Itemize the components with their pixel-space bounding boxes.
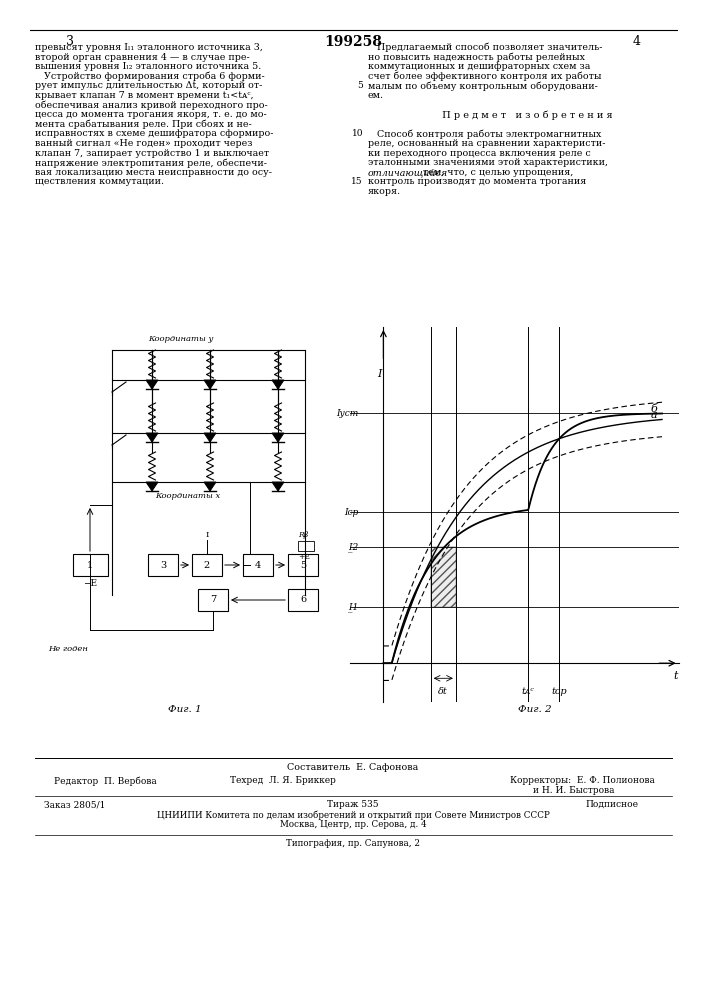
Text: а: а <box>651 410 658 420</box>
Text: отличающийся: отличающийся <box>368 168 448 177</box>
Text: ществления коммутации.: ществления коммутации. <box>35 177 164 186</box>
Bar <box>288 589 318 611</box>
Text: Предлагаемый способ позволяет значитель-: Предлагаемый способ позволяет значитель- <box>368 43 602 52</box>
Text: 15: 15 <box>351 177 363 186</box>
Polygon shape <box>204 380 216 389</box>
Text: 4: 4 <box>255 560 261 570</box>
Text: tср: tср <box>551 687 567 696</box>
Text: 5: 5 <box>357 81 363 90</box>
Text: ки переходного процесса включения реле с: ки переходного процесса включения реле с <box>368 149 591 158</box>
Text: Фиг. 2: Фиг. 2 <box>518 705 551 714</box>
Text: рует импульс длительностью Δt, который от-: рует импульс длительностью Δt, который о… <box>35 81 262 90</box>
Text: Москва, Центр, пр. Серова, д. 4: Москва, Центр, пр. Серова, д. 4 <box>280 820 426 829</box>
Text: Rβ: Rβ <box>298 531 308 539</box>
Text: 10: 10 <box>351 129 363 138</box>
Text: Техред  Л. Я. Бриккер: Техред Л. Я. Бриккер <box>230 776 336 785</box>
Text: контроль производят до момента трогания: контроль производят до момента трогания <box>368 177 586 186</box>
Text: обеспечивая анализ кривой переходного про-: обеспечивая анализ кривой переходного пр… <box>35 101 268 110</box>
Text: Заказ 2805/1: Заказ 2805/1 <box>45 800 105 809</box>
Text: ЦНИИПИ Комитета по делам изобретений и открытий при Совете Министров СССР: ЦНИИПИ Комитета по делам изобретений и о… <box>157 810 549 820</box>
Text: якоря.: якоря. <box>368 187 401 196</box>
Text: 3: 3 <box>66 35 74 48</box>
Text: Составитель  Е. Сафонова: Составитель Е. Сафонова <box>287 763 419 772</box>
Bar <box>148 554 178 576</box>
Text: счет более эффективного контроля их работы: счет более эффективного контроля их рабо… <box>368 72 602 81</box>
Text: Подписное: Подписное <box>585 800 638 809</box>
Text: I̲2: I̲2 <box>349 542 358 552</box>
Polygon shape <box>204 482 216 491</box>
Bar <box>288 554 318 576</box>
Text: Типография, пр. Сапунова, 2: Типография, пр. Сапунова, 2 <box>286 839 420 848</box>
Polygon shape <box>204 433 216 442</box>
Text: 1: 1 <box>87 560 93 570</box>
Text: Фиг. 1: Фиг. 1 <box>168 705 201 714</box>
Text: П р е д м е т   и з о б р е т е н и я: П р е д м е т и з о б р е т е н и я <box>414 110 612 120</box>
Text: Координаты х: Координаты х <box>155 492 221 500</box>
Text: мента срабатывания реле. При сбоях и не-: мента срабатывания реле. При сбоях и не- <box>35 120 252 129</box>
Text: превысят уровня Iₗ₁ эталонного источника 3,: превысят уровня Iₗ₁ эталонного источника… <box>35 43 263 52</box>
Text: реле, основанный на сравнении характеристи-: реле, основанный на сравнении характерис… <box>368 139 605 148</box>
Text: I̲1: I̲1 <box>349 602 358 612</box>
Polygon shape <box>272 482 284 491</box>
Text: вышения уровня Iₗ₂ эталонного источника 5.: вышения уровня Iₗ₂ эталонного источника … <box>35 62 262 71</box>
Text: цесса до момента трогания якоря, т. е. до мо-: цесса до момента трогания якоря, т. е. д… <box>35 110 267 119</box>
Polygon shape <box>146 482 158 491</box>
Text: ванный сигнал «Не годен» проходит через: ванный сигнал «Не годен» проходит через <box>35 139 252 148</box>
Text: ем.: ем. <box>368 91 384 100</box>
Text: Способ контроля работы электромагнитных: Способ контроля работы электромагнитных <box>368 129 602 139</box>
Text: клапан 7, запирает устройство 1 и выключает: клапан 7, запирает устройство 1 и выключ… <box>35 149 269 158</box>
Text: коммутационных и дешифраторных схем за: коммутационных и дешифраторных схем за <box>368 62 590 71</box>
Text: δt: δt <box>438 687 448 696</box>
Polygon shape <box>272 380 284 389</box>
Text: 4: 4 <box>633 35 641 48</box>
Bar <box>192 554 222 576</box>
Text: б: б <box>651 404 658 414</box>
Bar <box>298 541 314 551</box>
Text: −E: −E <box>83 579 97 588</box>
Text: 3: 3 <box>160 560 166 570</box>
Bar <box>73 554 107 576</box>
Text: тем, что, с целью упрощения,: тем, что, с целью упрощения, <box>420 168 573 177</box>
Text: t: t <box>673 671 677 681</box>
Bar <box>198 589 228 611</box>
Text: 5: 5 <box>300 560 306 570</box>
Text: малым по объему контрольным оборудовани-: малым по объему контрольным оборудовани- <box>368 81 598 91</box>
Text: Iуст: Iуст <box>336 409 358 418</box>
Text: 6: 6 <box>300 595 306 604</box>
Text: Редактор  П. Вербова: Редактор П. Вербова <box>54 776 156 786</box>
Text: Устройство формирования строба 6 форми-: Устройство формирования строба 6 форми- <box>35 72 264 81</box>
Bar <box>243 554 273 576</box>
Text: 199258: 199258 <box>324 35 382 49</box>
Text: второй орган сравнения 4 — в случае пре-: второй орган сравнения 4 — в случае пре- <box>35 53 250 62</box>
Text: эталонными значениями этой характеристики,: эталонными значениями этой характеристик… <box>368 158 608 167</box>
Text: Iср: Iср <box>344 508 358 517</box>
Text: 7: 7 <box>210 595 216 604</box>
Text: исправностях в схеме дешифратора сформиро-: исправностях в схеме дешифратора сформир… <box>35 129 274 138</box>
Text: +E: +E <box>298 553 310 561</box>
Text: крывает клапан 7 в момент времени t₁<tᴀᶜ,: крывает клапан 7 в момент времени t₁<tᴀᶜ… <box>35 91 254 100</box>
Text: вая локализацию места неисправности до осу-: вая локализацию места неисправности до о… <box>35 168 272 177</box>
Text: Тираж 535: Тираж 535 <box>327 800 379 809</box>
Text: и Н. И. Быстрова: и Н. И. Быстрова <box>533 786 614 795</box>
Text: I: I <box>205 531 209 539</box>
Text: Координаты у: Координаты у <box>148 335 214 343</box>
Polygon shape <box>146 433 158 442</box>
Text: Корректоры:  Е. Ф. Полионова: Корректоры: Е. Ф. Полионова <box>510 776 655 785</box>
Text: Не годен: Не годен <box>48 645 88 653</box>
Text: tᴀᶜ: tᴀᶜ <box>522 687 534 696</box>
Text: напряжение электропитания реле, обеспечи-: напряжение электропитания реле, обеспечи… <box>35 158 267 168</box>
Polygon shape <box>146 380 158 389</box>
Text: 2: 2 <box>204 560 210 570</box>
Text: но повысить надежность работы релейных: но повысить надежность работы релейных <box>368 53 585 62</box>
Polygon shape <box>272 433 284 442</box>
Text: I: I <box>377 369 381 379</box>
